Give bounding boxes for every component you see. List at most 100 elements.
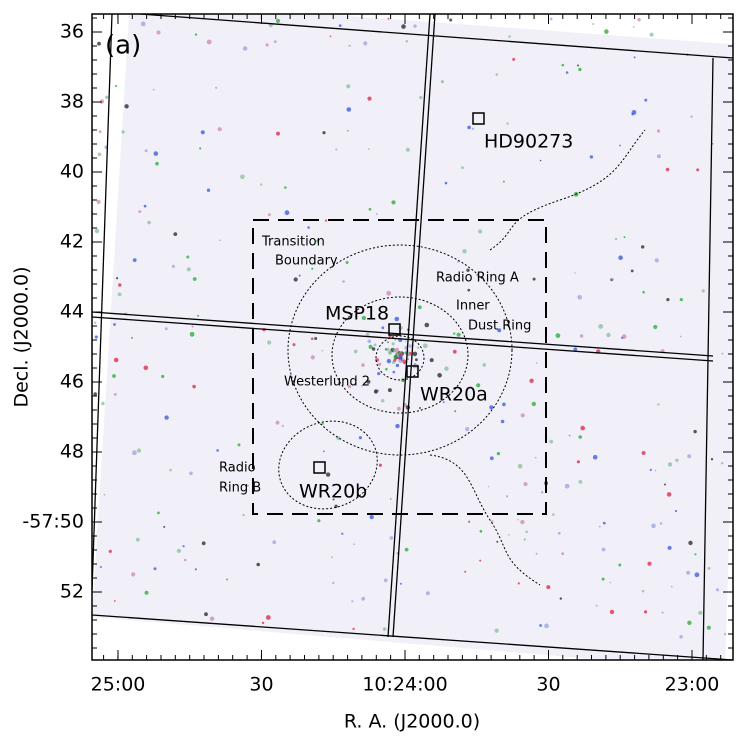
star xyxy=(482,363,487,367)
star xyxy=(404,547,409,552)
star xyxy=(555,333,561,338)
star xyxy=(173,232,178,237)
star xyxy=(467,288,471,292)
star xyxy=(712,143,714,145)
star xyxy=(437,373,442,378)
y-tick-label: 44 xyxy=(60,301,84,323)
star xyxy=(618,563,622,567)
star xyxy=(675,458,679,462)
star xyxy=(561,63,565,67)
star xyxy=(378,463,382,467)
star xyxy=(101,401,105,406)
star xyxy=(621,336,624,339)
axes: 36 38 40 42 44 46 48 -57:50 52 25:00 30 10:24:00 30 2… xyxy=(22,14,733,696)
star xyxy=(199,147,202,150)
star xyxy=(534,456,537,459)
star xyxy=(392,370,396,374)
star xyxy=(371,347,376,351)
star xyxy=(115,84,118,88)
star xyxy=(494,628,499,633)
star xyxy=(598,324,604,329)
star xyxy=(189,471,193,476)
star xyxy=(284,210,290,216)
star xyxy=(136,448,142,453)
star xyxy=(169,468,172,472)
star xyxy=(425,591,430,596)
star xyxy=(633,56,636,59)
stars xyxy=(93,17,727,639)
star xyxy=(121,130,125,134)
star xyxy=(690,115,693,118)
star xyxy=(144,149,148,153)
star xyxy=(412,351,418,357)
star xyxy=(601,577,605,581)
star xyxy=(557,531,561,535)
star xyxy=(135,537,140,542)
star xyxy=(216,449,219,452)
star xyxy=(642,290,645,294)
star xyxy=(161,374,165,379)
star xyxy=(651,523,656,529)
star xyxy=(191,325,194,328)
sky-image xyxy=(92,14,733,660)
star xyxy=(707,566,711,570)
star xyxy=(496,540,499,543)
star xyxy=(670,585,673,588)
star xyxy=(525,530,528,534)
star xyxy=(124,104,129,109)
star xyxy=(386,347,390,352)
star xyxy=(503,180,505,183)
star xyxy=(246,484,249,487)
star xyxy=(564,483,570,489)
star xyxy=(382,627,387,631)
star xyxy=(696,168,700,172)
star xyxy=(429,358,434,363)
star xyxy=(155,161,159,166)
star xyxy=(453,332,456,335)
star xyxy=(351,600,354,603)
star xyxy=(316,239,320,243)
star xyxy=(644,610,648,614)
star xyxy=(112,374,116,378)
star xyxy=(332,581,335,585)
star xyxy=(369,514,374,520)
star xyxy=(405,147,410,152)
star xyxy=(265,43,269,47)
star xyxy=(377,389,379,392)
star xyxy=(520,519,525,525)
star xyxy=(240,174,245,180)
star xyxy=(292,343,296,347)
star xyxy=(156,30,161,35)
star xyxy=(508,534,510,536)
star xyxy=(641,589,645,593)
annotation: WR20a xyxy=(420,384,488,406)
star xyxy=(367,96,372,101)
star xyxy=(338,24,342,27)
star xyxy=(679,335,682,338)
star xyxy=(387,17,390,20)
star xyxy=(540,491,544,494)
star xyxy=(400,359,403,362)
star xyxy=(347,384,352,389)
star xyxy=(206,39,212,45)
star xyxy=(164,327,168,331)
annotation: WR20b xyxy=(299,481,367,503)
star xyxy=(687,454,692,459)
star xyxy=(176,548,181,554)
star xyxy=(130,336,133,339)
star xyxy=(153,567,157,571)
star xyxy=(394,316,400,322)
annotation: Westerlund 2 xyxy=(284,375,370,390)
y-tick-label: 52 xyxy=(60,581,84,603)
star xyxy=(298,274,301,277)
star xyxy=(659,522,663,525)
star xyxy=(310,355,315,360)
star xyxy=(353,543,355,546)
annotation: Ring B xyxy=(219,481,261,496)
star xyxy=(335,148,338,151)
region-box xyxy=(252,219,547,515)
star xyxy=(615,238,617,240)
star xyxy=(94,228,100,234)
star xyxy=(479,529,483,533)
